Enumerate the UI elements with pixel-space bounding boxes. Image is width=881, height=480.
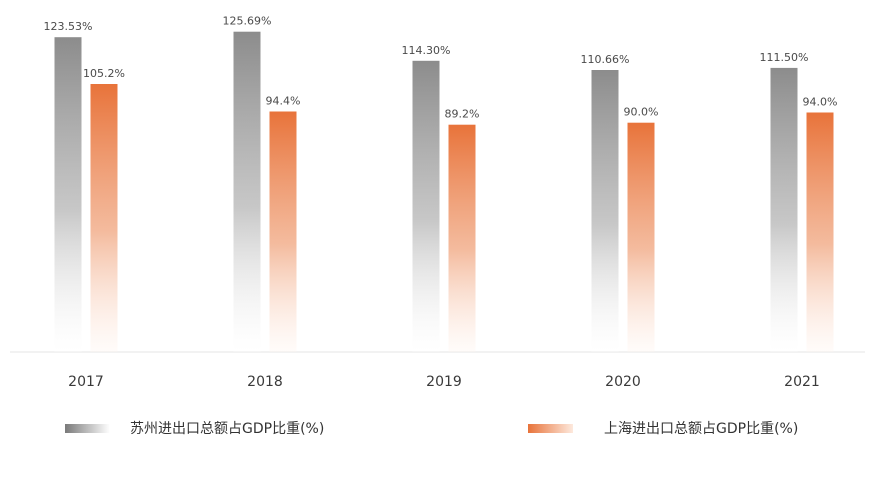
labels-layer: 123.53% 105.2% 2017 125.69% 94.4% 2018 114.30%… xyxy=(44,15,838,390)
data-label-series2-2017: 105.2% xyxy=(83,67,125,80)
bar-series1-2020 xyxy=(591,70,619,352)
data-label-series1-2019: 114.30% xyxy=(402,44,451,57)
data-label-series1-2018: 125.69% xyxy=(223,15,272,28)
data-label-series1-2021: 111.50% xyxy=(760,51,809,64)
x-tick-label-2021: 2021 xyxy=(784,374,820,390)
data-label-series2-2019: 89.2% xyxy=(445,108,480,121)
bar-series1-2021 xyxy=(770,67,798,353)
bar-series2-2021 xyxy=(806,112,834,352)
x-tick-label-2018: 2018 xyxy=(247,374,283,390)
bar-series1-2018 xyxy=(233,31,261,352)
bar-series1-2019 xyxy=(412,60,440,353)
data-label-series2-2021: 94.0% xyxy=(803,96,838,109)
data-label-series2-2020: 90.0% xyxy=(624,106,659,119)
data-label-series1-2017: 123.53% xyxy=(44,20,93,33)
data-label-series2-2018: 94.4% xyxy=(266,95,301,108)
x-tick-label-2020: 2020 xyxy=(605,374,641,390)
x-tick-label-2017: 2017 xyxy=(68,374,104,390)
bar-series2-2017 xyxy=(90,84,118,352)
legend-label-series1: 苏州进出口总额占GDP比重(%) xyxy=(130,421,324,437)
x-tick-label-2019: 2019 xyxy=(426,374,462,390)
legend: 苏州进出口总额占GDP比重(%) 上海进出口总额占GDP比重(%) xyxy=(65,421,798,437)
legend-swatch-series1 xyxy=(65,424,110,433)
legend-swatch-series2 xyxy=(528,424,573,433)
bars-layer xyxy=(54,31,834,353)
bar-series2-2019 xyxy=(448,124,476,352)
bar-series2-2020 xyxy=(627,122,655,352)
bar-series1-2017 xyxy=(54,37,82,352)
legend-label-series2: 上海进出口总额占GDP比重(%) xyxy=(604,421,798,437)
data-label-series1-2020: 110.66% xyxy=(581,53,630,66)
bar-series2-2018 xyxy=(269,111,297,352)
